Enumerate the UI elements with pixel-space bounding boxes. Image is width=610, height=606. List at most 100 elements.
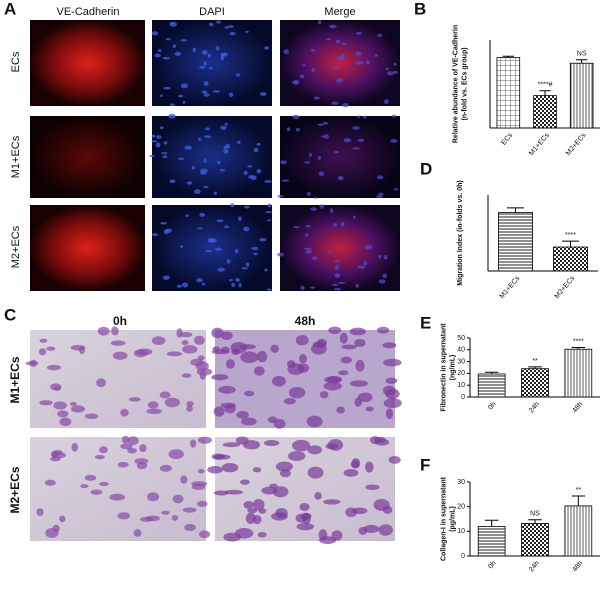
cell bbox=[306, 415, 323, 428]
cell bbox=[216, 20, 221, 24]
cell bbox=[322, 122, 329, 125]
cell bbox=[181, 340, 189, 346]
cell bbox=[319, 536, 337, 545]
cell bbox=[235, 278, 240, 282]
cell bbox=[97, 326, 110, 336]
cell bbox=[172, 44, 176, 49]
micrograph bbox=[30, 116, 145, 198]
cell bbox=[318, 171, 325, 176]
cell bbox=[328, 326, 342, 335]
cell bbox=[338, 370, 349, 376]
cell bbox=[234, 248, 239, 254]
cell bbox=[166, 351, 183, 357]
error-bar bbox=[571, 346, 586, 350]
cell bbox=[221, 331, 233, 340]
cell bbox=[80, 484, 89, 489]
cell bbox=[356, 115, 361, 118]
cell bbox=[244, 205, 250, 209]
cell bbox=[311, 68, 315, 73]
cell bbox=[191, 483, 206, 491]
cell bbox=[333, 223, 338, 227]
cell bbox=[257, 531, 267, 538]
significance: NS bbox=[530, 511, 540, 518]
cell bbox=[241, 417, 257, 426]
cell bbox=[182, 507, 197, 513]
cell bbox=[224, 225, 230, 229]
y-axis-label: (ng/mL) bbox=[449, 355, 456, 381]
cell bbox=[331, 101, 339, 105]
cell bbox=[343, 469, 359, 477]
cell bbox=[215, 46, 220, 51]
cell bbox=[382, 273, 388, 278]
cell bbox=[256, 142, 261, 146]
error-bar bbox=[528, 366, 542, 369]
cell bbox=[377, 175, 384, 180]
cell bbox=[328, 24, 337, 29]
panel-letter: F bbox=[420, 455, 430, 474]
cell bbox=[354, 51, 362, 56]
cell bbox=[330, 66, 339, 69]
cell bbox=[120, 443, 133, 450]
cell bbox=[307, 445, 322, 455]
cell bbox=[213, 490, 229, 496]
cell bbox=[251, 246, 259, 251]
error-bar bbox=[539, 90, 551, 96]
cell bbox=[238, 216, 242, 222]
cell bbox=[197, 436, 213, 444]
micrograph bbox=[280, 20, 400, 106]
cell bbox=[128, 397, 141, 402]
cell bbox=[202, 90, 208, 94]
cell bbox=[193, 189, 201, 195]
cell bbox=[288, 386, 306, 399]
cell bbox=[239, 479, 250, 485]
x-tick-label: M1+ECs bbox=[499, 275, 522, 301]
cell bbox=[382, 505, 393, 514]
cell bbox=[219, 169, 226, 172]
cell bbox=[117, 461, 129, 468]
cell bbox=[245, 262, 250, 267]
error-bar bbox=[571, 495, 586, 506]
cell bbox=[327, 250, 333, 253]
cell bbox=[29, 359, 38, 367]
cell bbox=[383, 398, 402, 409]
cell bbox=[334, 273, 341, 278]
y-axis-label: Migration Index (in-folds vs. 0h) bbox=[457, 180, 464, 285]
y-tick-label: 0 bbox=[461, 394, 465, 401]
cell bbox=[332, 283, 339, 286]
cell bbox=[357, 392, 373, 403]
cell bbox=[256, 350, 268, 363]
significance: ****# bbox=[538, 82, 553, 89]
x-tick-label: 48h bbox=[571, 401, 584, 415]
cell bbox=[203, 81, 209, 86]
cell bbox=[44, 479, 56, 486]
bar bbox=[569, 62, 594, 129]
bar bbox=[533, 95, 557, 129]
cell bbox=[256, 168, 262, 174]
x-tick-label: ECs bbox=[500, 132, 514, 147]
error-bar bbox=[484, 519, 499, 527]
cell bbox=[46, 364, 61, 371]
cell bbox=[117, 512, 131, 520]
cell bbox=[246, 165, 253, 168]
cell bbox=[176, 284, 182, 288]
micrograph bbox=[30, 20, 145, 106]
cell bbox=[229, 31, 236, 36]
y-tick-label: 10 bbox=[457, 528, 465, 535]
significance: **** bbox=[565, 232, 576, 239]
cell bbox=[378, 279, 386, 284]
bar bbox=[521, 523, 549, 557]
cell bbox=[139, 516, 154, 522]
cell bbox=[204, 127, 211, 131]
cell bbox=[84, 474, 97, 481]
cell bbox=[283, 398, 296, 405]
cell bbox=[263, 439, 280, 447]
cell bbox=[151, 134, 156, 138]
cell bbox=[326, 38, 332, 41]
cell bbox=[287, 451, 306, 461]
cell bbox=[341, 344, 357, 350]
cell bbox=[168, 449, 184, 460]
y-tick-label: 0 bbox=[461, 553, 465, 560]
micrograph bbox=[152, 116, 272, 198]
cell bbox=[221, 462, 239, 473]
panel-letter: E bbox=[420, 313, 431, 332]
